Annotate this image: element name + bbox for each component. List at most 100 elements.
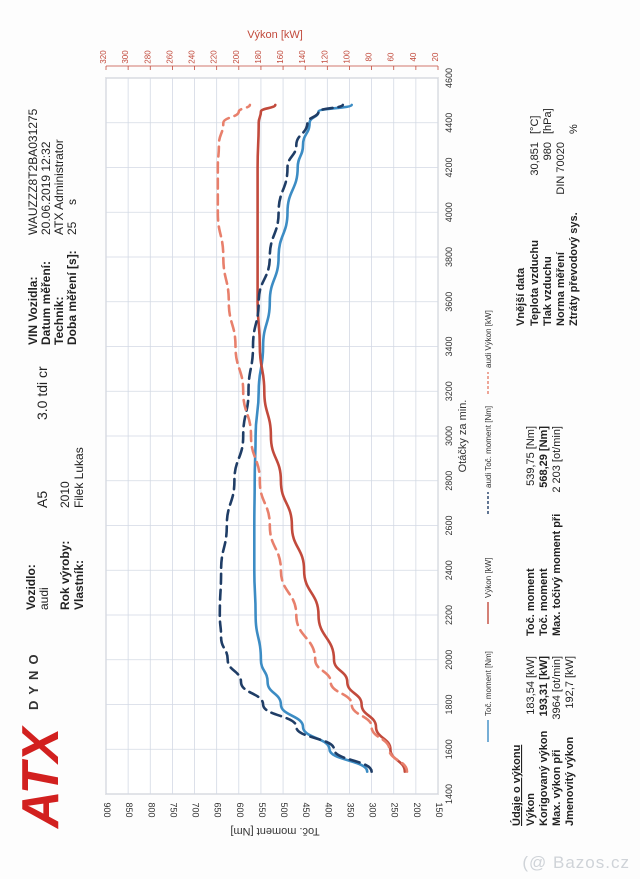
power-axis-label: Výkon [kW] bbox=[247, 29, 303, 41]
external-unit: [hPa] bbox=[542, 108, 554, 134]
model-value: A5 bbox=[34, 491, 50, 508]
external-title: Vnější data bbox=[515, 267, 527, 326]
torque-result-value: 568,29 [Nm] bbox=[538, 426, 550, 488]
rpm-tick-label: 1400 bbox=[444, 784, 454, 804]
rpm-tick-label: 2000 bbox=[444, 650, 454, 670]
datum-label: Datum měření: bbox=[39, 261, 53, 345]
rpm-tick-label: 2600 bbox=[444, 515, 454, 535]
external-unit: % bbox=[568, 124, 580, 134]
chart-legend: Toč. moment [Nm] Výkon [kW] audi Toč. mome… bbox=[484, 310, 493, 742]
power-tick-label: 140 bbox=[298, 50, 307, 64]
power-tick-label: 60 bbox=[387, 52, 396, 61]
results-block: Údaje o výkonu Výkon 183,54 [kW] Korigovan… bbox=[510, 426, 576, 826]
torque-tick-label: 800 bbox=[146, 802, 156, 817]
rpm-tick-label: 3800 bbox=[444, 247, 454, 267]
rpm-tick-label: 4000 bbox=[444, 202, 454, 222]
torque-result-label: Toč. moment bbox=[538, 568, 550, 636]
chart-ticks: 1400 1600 1800 2000 2200 2400 2600 2800 3000 3200… bbox=[99, 50, 454, 818]
torque-tick-label: 750 bbox=[168, 802, 178, 817]
power-tick-label: 280 bbox=[143, 50, 152, 64]
result-value: 193,31 [kW] bbox=[538, 656, 550, 717]
datum-value: 20.06.2019 12:32 bbox=[39, 141, 53, 235]
power-tick-label: 40 bbox=[409, 52, 418, 61]
doba-value: 25 bbox=[65, 221, 79, 235]
technik-label: Technik: bbox=[52, 297, 66, 345]
series-line-3 bbox=[218, 103, 373, 773]
torque-tick-label: 850 bbox=[124, 802, 134, 817]
legend-label: Výkon [kW] bbox=[484, 558, 493, 598]
external-value: DIN 70020 bbox=[555, 142, 567, 195]
rpm-tick-label: 3200 bbox=[444, 381, 454, 401]
result-label: Korigovaný výkon bbox=[538, 730, 550, 826]
vehicle-info: Vozidlo: audi A5 3.0 tdi cr Rok výroby: … bbox=[24, 366, 86, 610]
result-value: 3964 [ot/min] bbox=[551, 656, 563, 720]
technik-value: ATX Administrator bbox=[52, 139, 66, 235]
torque-tick-label: 400 bbox=[323, 802, 333, 817]
legend-label: audi Výkon [kW] bbox=[484, 310, 493, 368]
watermark: (@ Bazos.cz bbox=[522, 853, 630, 872]
chart-curves bbox=[216, 103, 409, 773]
vlastnik-value: Filek Lukas bbox=[72, 447, 86, 508]
result-label: Výkon bbox=[525, 793, 537, 826]
torque-result-value: 539,75 [Nm] bbox=[525, 426, 537, 486]
doba-label: Doba měření [s]: bbox=[65, 250, 79, 345]
power-tick-label: 80 bbox=[365, 52, 374, 61]
external-label: Norma měření bbox=[555, 251, 567, 326]
power-tick-label: 120 bbox=[320, 50, 329, 64]
torque-tick-label: 550 bbox=[257, 802, 267, 817]
dyno-chart: 1400 1600 1800 2000 2200 2400 2600 2800 3000 3200… bbox=[99, 29, 493, 837]
rok-value: 2010 bbox=[58, 481, 72, 508]
external-label: Teplota vzduchu bbox=[529, 240, 541, 326]
torque-tick-label: 200 bbox=[412, 802, 422, 817]
result-value: 192,7 [kW] bbox=[564, 656, 576, 709]
vozidlo-label: Vozidlo: bbox=[24, 564, 38, 610]
torque-tick-label: 150 bbox=[434, 802, 444, 817]
logo-text: ATX bbox=[12, 725, 70, 830]
vozidlo-value: audi bbox=[37, 587, 51, 610]
vlastnik-label: Vlastník: bbox=[72, 560, 86, 610]
power-tick-label: 20 bbox=[431, 52, 440, 61]
rpm-tick-label: 2200 bbox=[444, 605, 454, 625]
atx-logo: ATX DYNO bbox=[12, 648, 70, 830]
external-data: Vnější data Teplota vzduchu 30,851 [°C] Tla… bbox=[515, 108, 580, 326]
torque-axis-label: Toč. moment [Nm] bbox=[230, 825, 319, 837]
torque-tick-label: 700 bbox=[191, 802, 201, 817]
legend-label: audi Toč. moment [Nm] bbox=[484, 406, 493, 488]
external-label: Ztráty převodový sys. bbox=[568, 212, 580, 326]
external-value: 30,851 bbox=[529, 142, 541, 176]
power-tick-label: 260 bbox=[165, 50, 174, 64]
external-value: 980 bbox=[542, 142, 554, 160]
torque-tick-label: 600 bbox=[235, 802, 245, 817]
torque-result-label: Max. točivý moment při bbox=[551, 514, 563, 636]
rpm-tick-label: 4400 bbox=[444, 113, 454, 133]
chart-grid bbox=[105, 77, 439, 795]
power-tick-label: 200 bbox=[232, 50, 241, 64]
doba-unit: s bbox=[65, 199, 79, 205]
torque-tick-label: 500 bbox=[279, 802, 289, 817]
rpm-tick-label: 2800 bbox=[444, 471, 454, 491]
series-line-2 bbox=[256, 103, 407, 773]
series-line-4 bbox=[216, 103, 409, 773]
vin-label: VIN Vozidla: bbox=[26, 277, 40, 345]
rpm-tick-label: 2400 bbox=[444, 560, 454, 580]
torque-tick-label: 350 bbox=[345, 802, 355, 817]
power-tick-label: 320 bbox=[99, 50, 108, 64]
power-tick-label: 300 bbox=[121, 50, 130, 64]
rpm-tick-label: 1800 bbox=[444, 694, 454, 714]
torque-tick-label: 300 bbox=[368, 802, 378, 817]
legend-label: Toč. moment [Nm] bbox=[484, 651, 493, 716]
result-label: Jmenovitý výkon bbox=[564, 736, 576, 826]
rpm-tick-label: 4600 bbox=[444, 68, 454, 88]
torque-result-value: 2 203 [ot/min] bbox=[551, 426, 563, 493]
torque-tick-label: 450 bbox=[301, 802, 311, 817]
external-unit: [°C] bbox=[529, 116, 541, 134]
rpm-tick-label: 3600 bbox=[444, 292, 454, 312]
power-tick-label: 100 bbox=[342, 50, 351, 64]
torque-tick-label: 250 bbox=[390, 802, 400, 817]
rpm-tick-label: 3000 bbox=[444, 426, 454, 446]
power-tick-label: 160 bbox=[276, 50, 285, 64]
result-label: Max. výkon při bbox=[551, 750, 563, 826]
series-line-1 bbox=[253, 103, 369, 773]
